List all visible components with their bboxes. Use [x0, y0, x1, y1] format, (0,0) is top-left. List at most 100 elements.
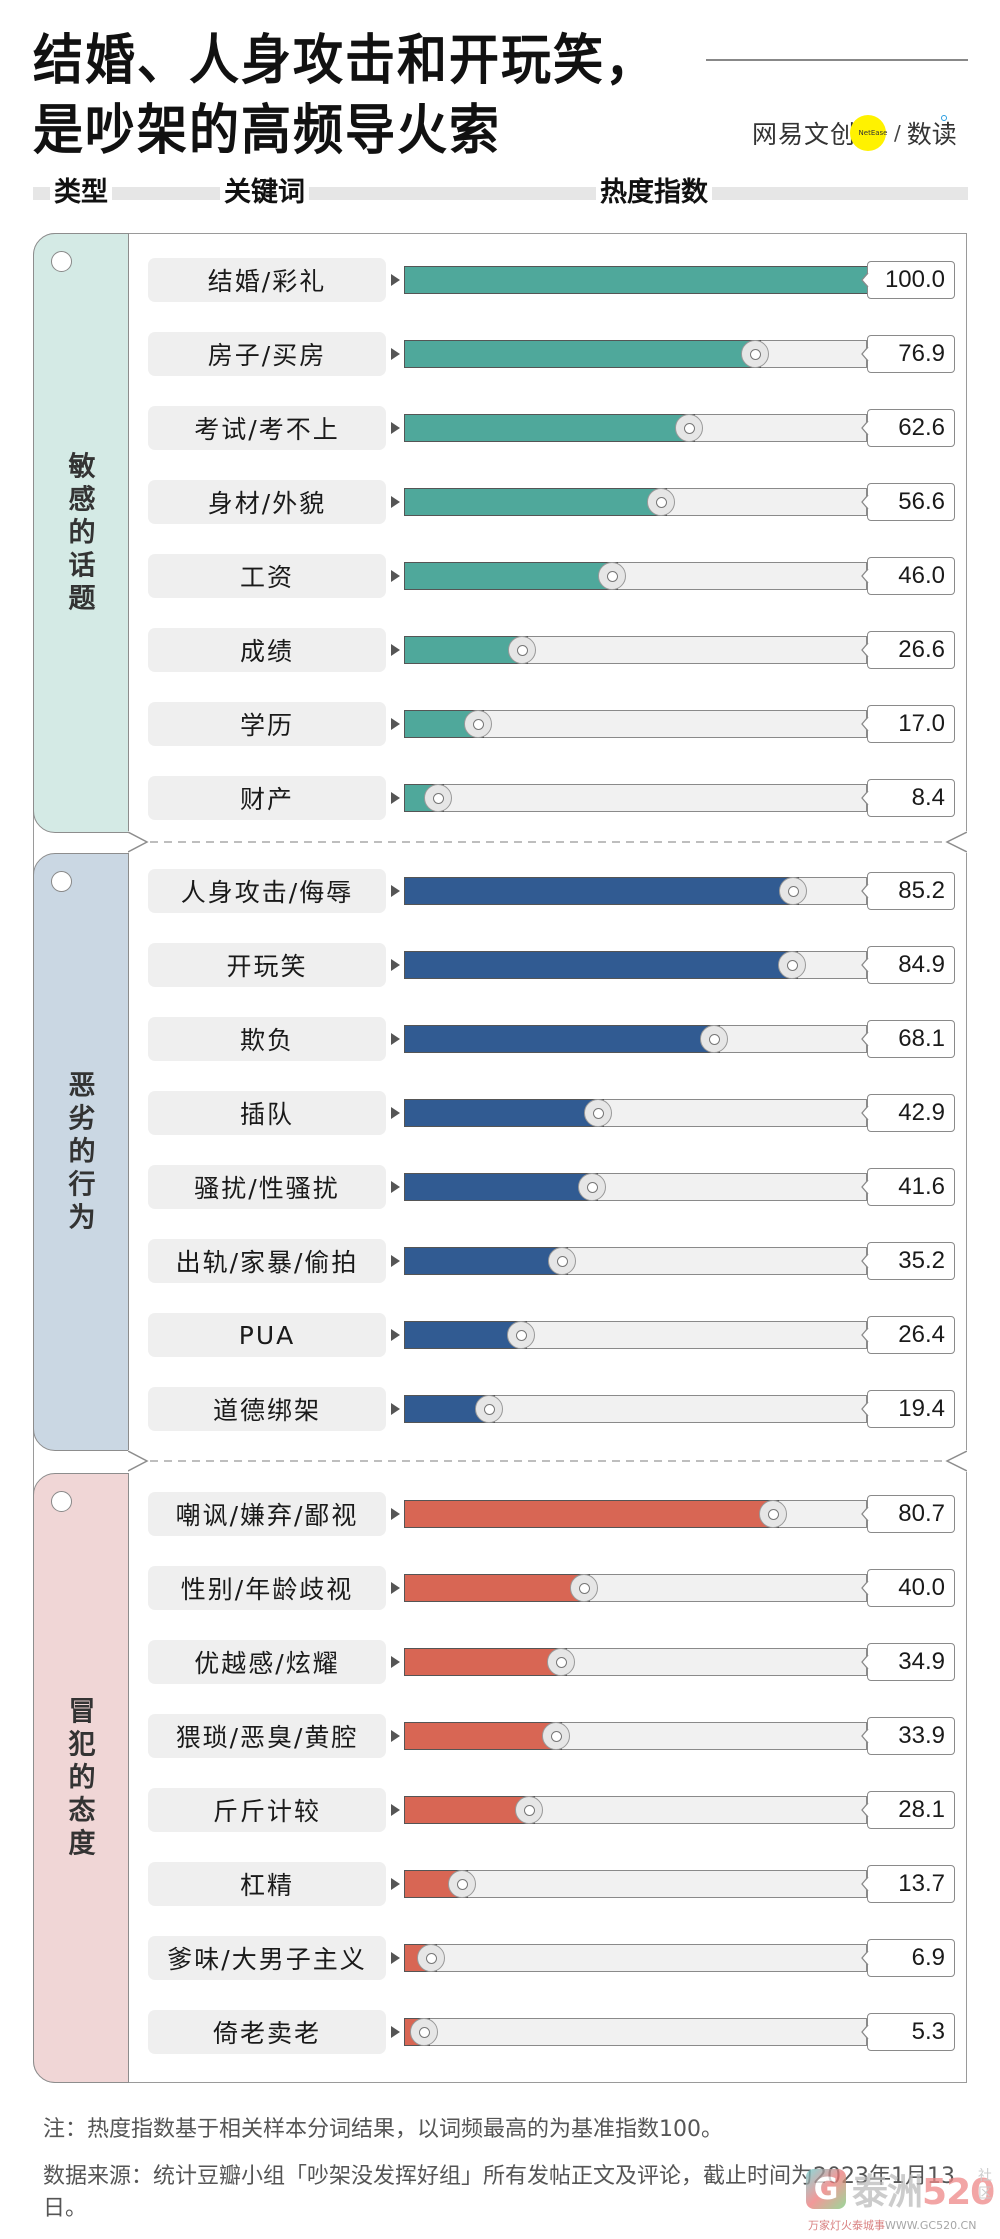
logo-name: 网易文创: [752, 120, 857, 149]
bar-track: [404, 1722, 867, 1750]
bar-track: [404, 877, 867, 905]
bar-track: [404, 784, 867, 812]
bar-fill: [404, 414, 695, 442]
bar-row: 房子/买房 76.9: [148, 332, 958, 376]
value-label: 19.4: [861, 1390, 955, 1428]
bar-track: [404, 414, 867, 442]
bar-fill: [404, 1173, 598, 1201]
bar-row: 工资 46.0: [148, 554, 958, 598]
bar-knob-icon: [741, 340, 769, 368]
value-text: 17.0: [898, 710, 945, 737]
keyword-label: 房子/买房: [148, 332, 386, 376]
bar-knob-icon: [700, 1025, 728, 1053]
value-label: 40.0: [861, 1569, 955, 1607]
value-pointer-icon: [861, 1254, 869, 1268]
keyword-label: 猥琐/恶臭/黄腔: [148, 1714, 386, 1758]
bar-row: 猥琐/恶臭/黄腔 33.9: [148, 1714, 958, 1758]
value-text: 35.2: [898, 1247, 945, 1274]
bar-fill: [404, 488, 667, 516]
logo-sub: 数读: [907, 115, 957, 151]
keyword-label: 骚扰/性骚扰: [148, 1165, 386, 1209]
arrow-right-icon: [391, 1329, 400, 1341]
watermark: G 泰洲520 社区 万家灯火泰城事WWW.GC520.CN: [806, 2163, 996, 2233]
bar-row: 杠精 13.7: [148, 1862, 958, 1906]
bar-row: 财产 8.4: [148, 776, 958, 820]
arrow-right-icon: [391, 718, 400, 730]
bar-row: 斤斤计较 28.1: [148, 1788, 958, 1832]
value-text: 76.9: [898, 340, 945, 367]
arrow-right-icon: [391, 1952, 400, 1964]
bar-track: [404, 1173, 867, 1201]
keyword-label: PUA: [148, 1313, 386, 1357]
value-label: 85.2: [861, 872, 955, 910]
keyword-label: 开玩笑: [148, 943, 386, 987]
value-pointer-icon: [861, 1402, 869, 1416]
arrow-right-icon: [391, 1804, 400, 1816]
arrow-right-icon: [391, 1878, 400, 1890]
column-header-type: 类型: [50, 176, 112, 210]
bar-row: 道德绑架 19.4: [148, 1387, 958, 1431]
chart-title-line-2: 是吵架的高频导火索: [33, 98, 501, 162]
value-pointer-icon: [861, 2025, 869, 2039]
bar-fill: [404, 877, 799, 905]
value-pointer-icon: [861, 1106, 869, 1120]
value-text: 28.1: [898, 1796, 945, 1823]
keyword-label: 欺负: [148, 1017, 386, 1061]
data-source: 数据来源：统计豆瓣小组「吵架没发挥好组」所有发帖正文及评论，截止时间为2023年…: [43, 2164, 955, 2221]
value-pointer-icon: [861, 273, 869, 287]
bar-fill: [404, 562, 618, 590]
bar-row: 成绩 26.6: [148, 628, 958, 672]
chart-panel: [33, 233, 967, 2083]
keyword-label: 插队: [148, 1091, 386, 1135]
bar-knob-icon: [548, 1247, 576, 1275]
value-text: 62.6: [898, 414, 945, 441]
value-label: 42.9: [861, 1094, 955, 1132]
bar-fill: [404, 1321, 527, 1349]
group-separator: [128, 1450, 967, 1472]
value-pointer-icon: [861, 884, 869, 898]
value-pointer-icon: [861, 717, 869, 731]
bar-knob-icon: [570, 1574, 598, 1602]
logo-blue-dot-icon: [940, 115, 947, 121]
bar-knob-icon: [778, 951, 806, 979]
value-text: 19.4: [898, 1395, 945, 1422]
bar-track: [404, 1944, 867, 1972]
value-pointer-icon: [861, 495, 869, 509]
value-text: 5.3: [911, 2018, 945, 2045]
bar-row: 嘲讽/嫌弃/鄙视 80.7: [148, 1492, 958, 1536]
bar-fill: [404, 1796, 535, 1824]
value-label: 33.9: [861, 1717, 955, 1755]
bar-knob-icon: [507, 1321, 535, 1349]
value-label: 28.1: [861, 1791, 955, 1829]
value-label: 26.4: [861, 1316, 955, 1354]
bar-knob-icon: [508, 636, 536, 664]
bar-row: 学历 17.0: [148, 702, 958, 746]
keyword-label: 工资: [148, 554, 386, 598]
value-label: 26.6: [861, 631, 955, 669]
bar-fill: [404, 1574, 590, 1602]
value-text: 100.0: [884, 266, 945, 293]
value-pointer-icon: [861, 643, 869, 657]
value-pointer-icon: [861, 569, 869, 583]
bar-track: [404, 562, 867, 590]
keyword-label: 性别/年龄歧视: [148, 1566, 386, 1610]
bar-track: [404, 1321, 867, 1349]
bar-fill: [404, 1025, 720, 1053]
bar-row: PUA 26.4: [148, 1313, 958, 1357]
arrow-right-icon: [391, 1181, 400, 1193]
bar-track: [404, 1025, 867, 1053]
value-pointer-icon: [861, 1328, 869, 1342]
tab-hole-icon: [51, 871, 72, 892]
arrow-right-icon: [391, 496, 400, 508]
value-text: 13.7: [898, 1870, 945, 1897]
value-label: 76.9: [861, 335, 955, 373]
bar-row: 性别/年龄歧视 40.0: [148, 1566, 958, 1610]
arrow-right-icon: [391, 1656, 400, 1668]
bar-row: 结婚/彩礼 100.0: [148, 258, 958, 302]
value-label: 68.1: [861, 1020, 955, 1058]
keyword-label: 财产: [148, 776, 386, 820]
bar-knob-icon: [584, 1099, 612, 1127]
bar-track: [404, 951, 867, 979]
bar-row: 人身攻击/侮辱 85.2: [148, 869, 958, 913]
bar-track: [404, 1099, 867, 1127]
